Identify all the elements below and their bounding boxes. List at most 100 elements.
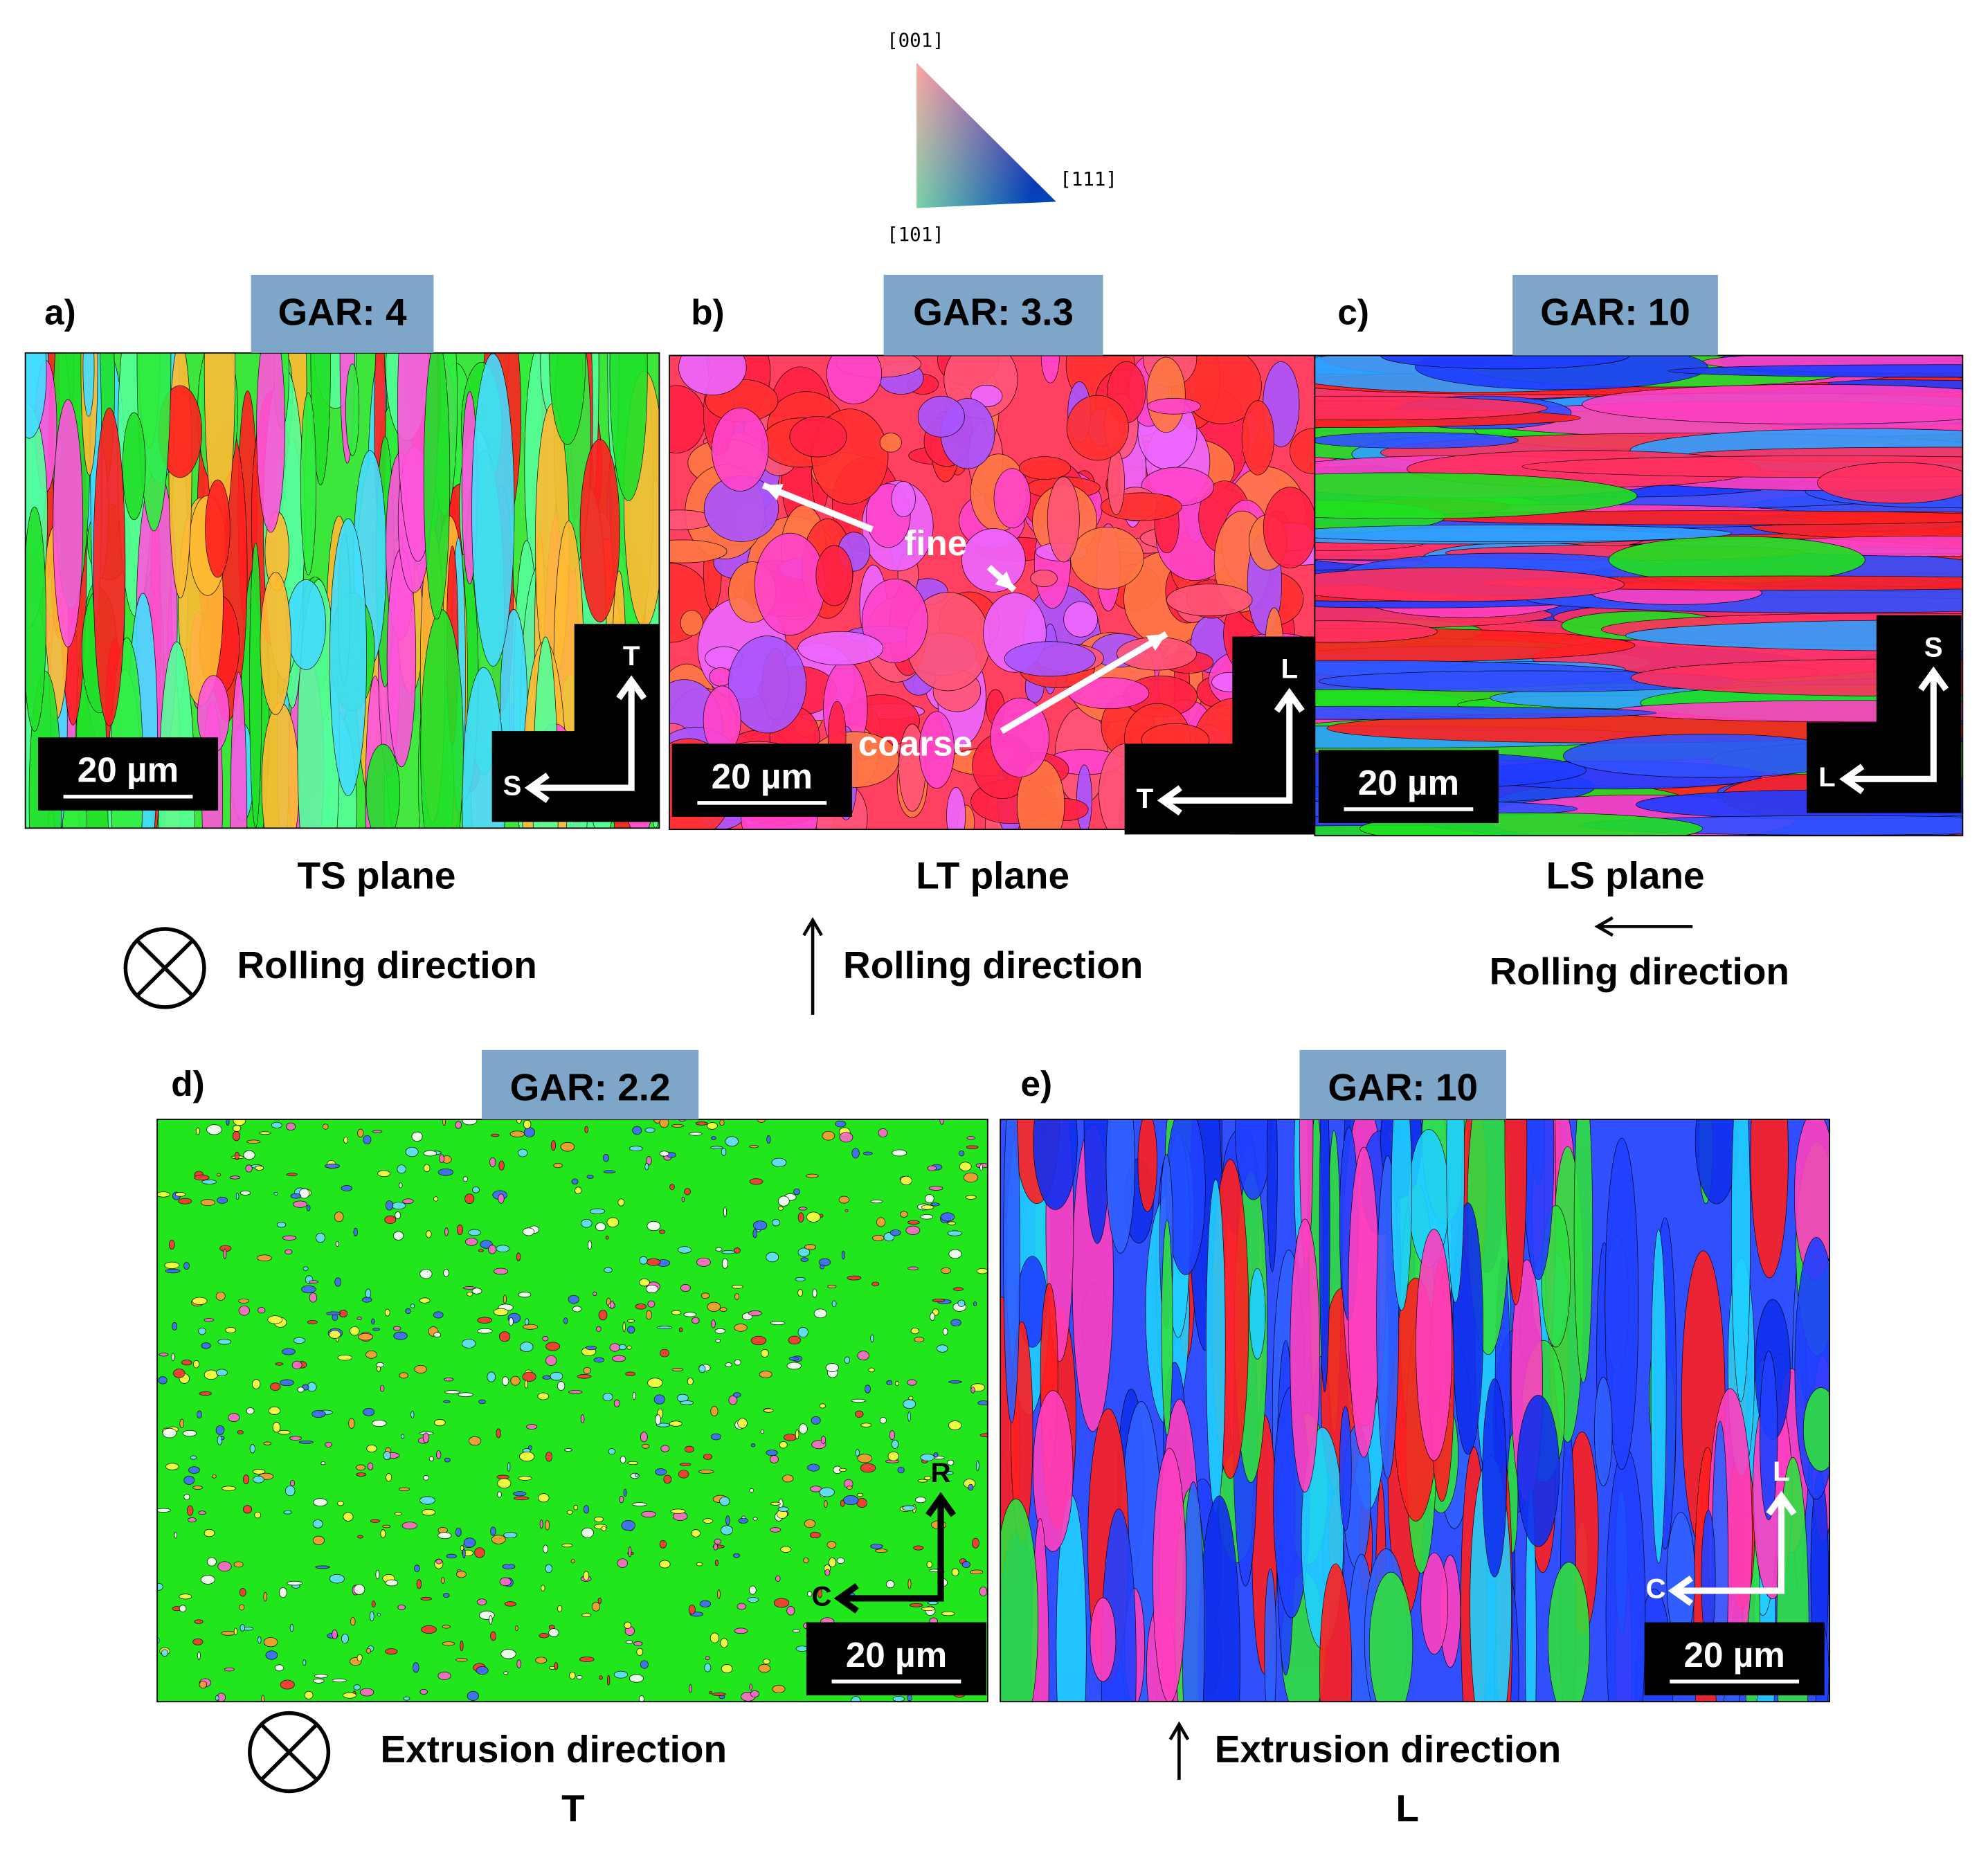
grain [217,1561,232,1572]
grain [577,1374,592,1379]
grain [201,1342,211,1349]
grain [503,1671,509,1675]
grain [393,1331,408,1340]
grain [410,1304,415,1308]
grain [1650,1229,1667,1564]
grain [970,1569,984,1575]
grain [157,1508,171,1513]
grain [335,1241,340,1247]
grain [1063,601,1098,638]
grain [261,1695,265,1702]
grain [353,1227,358,1236]
grain [179,1594,192,1600]
grain [233,1124,242,1132]
grain [363,1135,372,1145]
grain [289,1480,296,1486]
grain [860,1423,872,1427]
grain [514,1496,530,1501]
grain [225,1326,237,1333]
grain [237,1429,244,1435]
axes-arrow [1673,1496,1785,1594]
grain [82,352,95,417]
grain [940,1212,955,1222]
grain [560,1142,575,1152]
grain [419,1688,428,1695]
grain [25,506,46,732]
grain [162,1427,177,1438]
grain [710,1632,720,1643]
panel-label: c) [1337,293,1369,332]
grain [804,1244,817,1250]
grain [644,1162,649,1171]
grain [641,1510,657,1518]
grain [437,1532,452,1540]
grain [619,1495,624,1504]
grain [498,1160,505,1171]
grain [655,1414,662,1425]
grain [709,1690,712,1695]
grain [932,1299,946,1302]
grain [362,1297,372,1303]
grain [1003,1119,1020,1423]
grain [713,1543,719,1551]
grain [550,1140,557,1151]
out-of-plane-cross [260,1723,318,1782]
grain [499,1331,511,1342]
grain [238,1305,250,1316]
grain [581,1527,594,1538]
grain [946,1459,955,1465]
grain [444,1377,454,1382]
grain [696,1257,711,1267]
grain [878,1128,888,1137]
grain [224,1667,235,1672]
axis-label: L [1773,1456,1790,1487]
grain [242,1505,253,1514]
grain [545,1564,553,1573]
scale-bar-label: 20 µm [78,750,179,790]
grain [490,1631,496,1641]
scale-bar-label: 20 µm [846,1635,947,1675]
grain [909,1603,923,1607]
grain [628,1546,632,1558]
grain [515,1625,518,1632]
grain [958,1151,965,1157]
grain [192,1297,208,1305]
grain [444,1457,451,1463]
grain [1235,1119,1272,1200]
arrow-head [1168,1721,1190,1740]
grain [1319,1563,1353,1702]
grain [782,1474,794,1483]
grain [433,1196,439,1202]
grain [332,1629,338,1640]
grain [627,1326,635,1334]
axes-box [574,624,660,822]
grain [617,1198,625,1207]
grain [217,1196,228,1204]
grain [907,1578,912,1589]
axis-label: S [503,770,522,802]
grain [204,1318,215,1322]
grain [1249,1268,1266,1360]
grain [297,1387,305,1393]
grain [433,1311,444,1319]
arrow-head [833,1582,859,1614]
grain [594,1516,604,1522]
grain [280,1379,294,1387]
grain [711,407,769,491]
grain [561,1543,573,1548]
grain [647,1220,661,1232]
grain [1446,1119,1465,1303]
grain [715,1339,721,1343]
grain [356,1654,363,1662]
grain [442,1641,455,1646]
grain [942,1328,948,1335]
grain [811,1416,821,1425]
grain [1314,567,1625,602]
grain [959,1162,972,1171]
grain [598,1310,608,1321]
grain [596,1326,602,1333]
annotation-arrowhead [995,571,1015,590]
grain [369,1611,374,1622]
grain [927,1600,939,1605]
grain [489,1157,496,1168]
